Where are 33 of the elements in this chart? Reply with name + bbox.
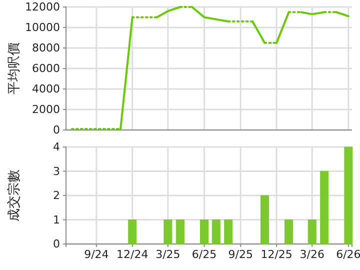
bar: [284, 220, 294, 244]
x-tick-label: 6/25: [192, 248, 217, 261]
y-tick-label: 2: [53, 189, 60, 202]
x-tick-label: 3/26: [300, 248, 324, 261]
y-tick-label: 10000: [25, 21, 60, 34]
x-tick-label: 12/25: [260, 248, 292, 261]
y-tick-label: 0: [53, 238, 60, 251]
bar: [128, 220, 137, 244]
y-tick-label: 4: [53, 140, 60, 154]
y-axis-title: 平均呎價: [7, 42, 22, 94]
bar: [260, 195, 269, 244]
bar: [224, 220, 233, 244]
x-tick-label: 9/24: [84, 248, 109, 261]
x-tick-label: 12/24: [116, 248, 148, 261]
bar: [164, 220, 172, 244]
x-tick-label: 9/25: [228, 248, 253, 261]
bar: [320, 171, 329, 244]
x-tick-label: 3/25: [156, 248, 180, 261]
bar: [200, 220, 209, 244]
y-tick-label: 1: [53, 213, 60, 226]
bar: [176, 220, 184, 244]
y-tick-label: 8000: [32, 42, 60, 55]
y-axis-title: 成交宗數: [6, 170, 22, 222]
x-tick-label: 6/26: [336, 248, 360, 261]
y-tick-label: 12000: [25, 0, 60, 14]
y-tick-label: 6000: [32, 62, 60, 76]
y-tick-label: 0: [53, 124, 60, 137]
y-tick-label: 4000: [32, 82, 60, 96]
bar: [212, 220, 220, 244]
bar: [308, 220, 316, 244]
y-tick-label: 3: [53, 164, 60, 178]
bar: [344, 146, 353, 244]
y-tick-label: 2000: [32, 103, 60, 116]
